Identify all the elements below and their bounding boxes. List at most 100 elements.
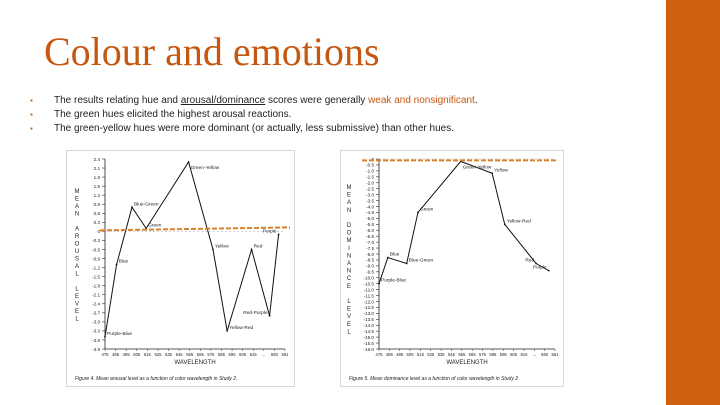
- data-point-label: Red-Purple: [243, 310, 268, 316]
- y-axis-label-letter: A: [347, 261, 351, 267]
- x-axis-label: WAVELENGTH: [174, 360, 215, 366]
- data-point: [547, 269, 550, 272]
- y-tick-label: -3.0: [366, 192, 374, 197]
- y-tick-label: -8.0: [366, 252, 374, 257]
- y-axis-label-letter: L: [347, 299, 351, 305]
- y-tick-label: 0: [97, 229, 100, 234]
- y-axis-label-letter: L: [75, 317, 79, 323]
- y-tick-label: -1.5: [366, 175, 374, 180]
- y-tick-label: -2.5: [366, 186, 374, 191]
- x-tick-label: 525: [154, 352, 162, 357]
- y-axis-label-letter: L: [347, 329, 351, 335]
- y-axis-label-letter: M: [347, 185, 352, 191]
- y-tick-label: -13.0: [364, 311, 375, 316]
- data-point: [212, 248, 214, 251]
- y-tick-label: -0.3: [92, 238, 100, 243]
- x-tick-label: 545: [448, 352, 456, 357]
- data-point: [226, 330, 229, 332]
- data-point-label: Yellow: [215, 243, 229, 249]
- bullet-icon: ▪: [30, 124, 33, 133]
- figure-caption: Figure 4. Mean arousal level as a functi…: [75, 376, 237, 382]
- y-axis-label-letter: E: [347, 307, 351, 313]
- data-point-label: Purple: [533, 265, 547, 271]
- data-point: [115, 263, 118, 266]
- y-axis-label-letter: R: [75, 234, 80, 240]
- data-point: [187, 161, 190, 163]
- y-tick-label: -10.0: [364, 276, 375, 281]
- y-tick-label: 1.5: [94, 184, 101, 189]
- y-tick-label: -3.0: [92, 320, 100, 325]
- data-point-label: Yellow-Red: [229, 325, 253, 331]
- y-tick-label: 0.3: [94, 220, 101, 225]
- figure-caption: Figure 5. Mean dominance level as a func…: [349, 376, 519, 382]
- data-point-label: Blue: [390, 252, 400, 258]
- y-axis-label-letter: E: [347, 193, 351, 199]
- bullet-item: ▪ The green-yellow hues were more dominan…: [30, 122, 478, 136]
- data-point-label: Green-Yellow: [463, 164, 492, 170]
- y-tick-label: -3.5: [366, 198, 374, 203]
- x-tick-label: 505: [133, 352, 141, 357]
- y-axis-label-letter: M: [75, 189, 80, 195]
- y-tick-label: -10.5: [364, 281, 375, 286]
- y-tick-label: -7.0: [366, 240, 374, 245]
- y-tick-label: -1.8: [92, 283, 100, 288]
- y-tick-label: -11.5: [364, 293, 375, 298]
- y-tick-label: 1.2: [94, 193, 101, 198]
- y-tick-label: -1.5: [92, 274, 100, 279]
- data-point: [491, 172, 494, 175]
- y-tick-label: -13.5: [364, 317, 375, 322]
- data-point-label: Green: [148, 222, 162, 228]
- x-tick-label: 545: [176, 352, 184, 357]
- data-point: [104, 336, 106, 338]
- y-tick-label: -0.9: [92, 256, 100, 261]
- y-axis-label-letter: E: [75, 309, 79, 315]
- bullet-icon: ▪: [30, 110, 33, 119]
- y-axis-label-letter: S: [75, 257, 79, 263]
- y-tick-label: -2.4: [92, 302, 100, 307]
- data-point: [268, 314, 271, 317]
- y-axis-label-letter: L: [75, 287, 79, 293]
- y-tick-label: -2.7: [92, 311, 100, 316]
- x-tick-label: 585: [218, 352, 226, 357]
- data-point-label: Purple-Blue: [107, 331, 132, 337]
- y-axis-label-letter: E: [75, 197, 79, 203]
- y-tick-label: -14.0: [364, 323, 375, 328]
- y-axis-label-letter: N: [347, 269, 351, 275]
- data-series-line: [104, 160, 280, 338]
- x-tick-label: 495: [396, 352, 404, 357]
- bullet-item: ▪ The green hues elicited the highest aro…: [30, 108, 478, 122]
- y-tick-label: -9.0: [366, 264, 374, 269]
- x-tick-label: 525: [427, 352, 435, 357]
- x-tick-label: 555: [186, 352, 194, 357]
- data-point-label: Green: [420, 206, 434, 212]
- x-tick-label: 615: [520, 352, 528, 357]
- x-tick-label: 565: [469, 352, 477, 357]
- y-axis-label-letter: O: [75, 242, 80, 248]
- y-tick-label: 2.4: [94, 157, 101, 162]
- x-tick-label: 555: [458, 352, 466, 357]
- y-tick-label: -2.0: [366, 181, 374, 186]
- x-tick-label: 585: [489, 352, 497, 357]
- x-tick-label: 605: [239, 352, 247, 357]
- underlined-term: arousal/dominance: [180, 95, 266, 106]
- y-tick-label: -6.5: [366, 234, 374, 239]
- y-tick-label: 0.6: [94, 211, 101, 216]
- y-tick-label: -6.0: [366, 228, 374, 233]
- y-tick-label: -0.6: [92, 247, 100, 252]
- y-axis-label-letter: C: [347, 276, 352, 282]
- x-tick-label: 535: [165, 352, 173, 357]
- y-tick-label: -3.3: [92, 329, 100, 334]
- x-tick-label: 605: [510, 352, 518, 357]
- x-tick-label: 485: [386, 352, 394, 357]
- bullet-text: The green hues elicited the highest arou…: [54, 109, 292, 120]
- x-axis-label: WAVELENGTH: [446, 360, 487, 366]
- y-tick-label: 0: [371, 157, 374, 162]
- y-tick-label: -1.0: [366, 169, 374, 174]
- data-point-label: Green-Yellow: [191, 165, 220, 171]
- y-tick-label: 1.8: [94, 175, 101, 180]
- y-tick-label: -16.0: [364, 347, 375, 352]
